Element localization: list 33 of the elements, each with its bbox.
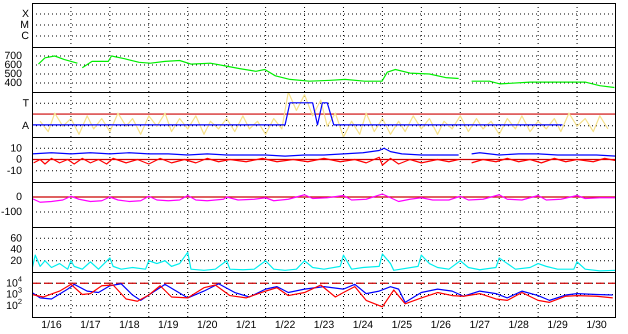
x-tick-label: 1/27 bbox=[470, 319, 490, 331]
text: X bbox=[22, 8, 29, 20]
text: M bbox=[20, 19, 29, 31]
x-tick-label: 1/24 bbox=[352, 319, 374, 331]
x-tick-label: 1/29 bbox=[547, 319, 568, 331]
text: A bbox=[22, 120, 29, 132]
y-tick-label: -10 bbox=[6, 164, 22, 177]
y-tick-label: 10 bbox=[10, 142, 22, 154]
y-tick-label: 20 bbox=[10, 254, 22, 267]
y-tick-label: 0 bbox=[16, 191, 22, 203]
x-tick-label: 1/23 bbox=[314, 319, 334, 331]
x-tick-label: 1/20 bbox=[196, 319, 218, 331]
text: C bbox=[21, 30, 30, 42]
x-tick-label: 1/25 bbox=[392, 319, 412, 331]
x-tick-label: 1/17 bbox=[80, 319, 101, 331]
x-tick-label: 1/30 bbox=[586, 319, 607, 331]
y-tick-label: 700 bbox=[4, 50, 22, 62]
x-tick-label: 1/16 bbox=[41, 319, 62, 331]
x-tick-label: 1/22 bbox=[274, 319, 296, 331]
x-tick-label: 1/18 bbox=[119, 319, 140, 331]
y-tick-label: -100 bbox=[0, 206, 22, 218]
x-tick-label: 1/26 bbox=[430, 319, 452, 331]
y-tick-label: 500 bbox=[4, 68, 22, 80]
y-tick-label: 400 bbox=[4, 77, 22, 89]
y-tick-label: 10$^{2}$ bbox=[6, 296, 22, 312]
x-tick-label: 1/21 bbox=[236, 319, 257, 331]
x-tick-label: 1/28 bbox=[508, 319, 530, 331]
x-tick-label: 1/19 bbox=[158, 319, 179, 331]
text: T bbox=[22, 97, 30, 110]
y-tick-label: 600 bbox=[4, 59, 22, 71]
y-tick-label: 60 bbox=[10, 232, 22, 244]
y-tick-label: 0 bbox=[16, 154, 22, 166]
y-tick-label: 40 bbox=[10, 244, 22, 256]
